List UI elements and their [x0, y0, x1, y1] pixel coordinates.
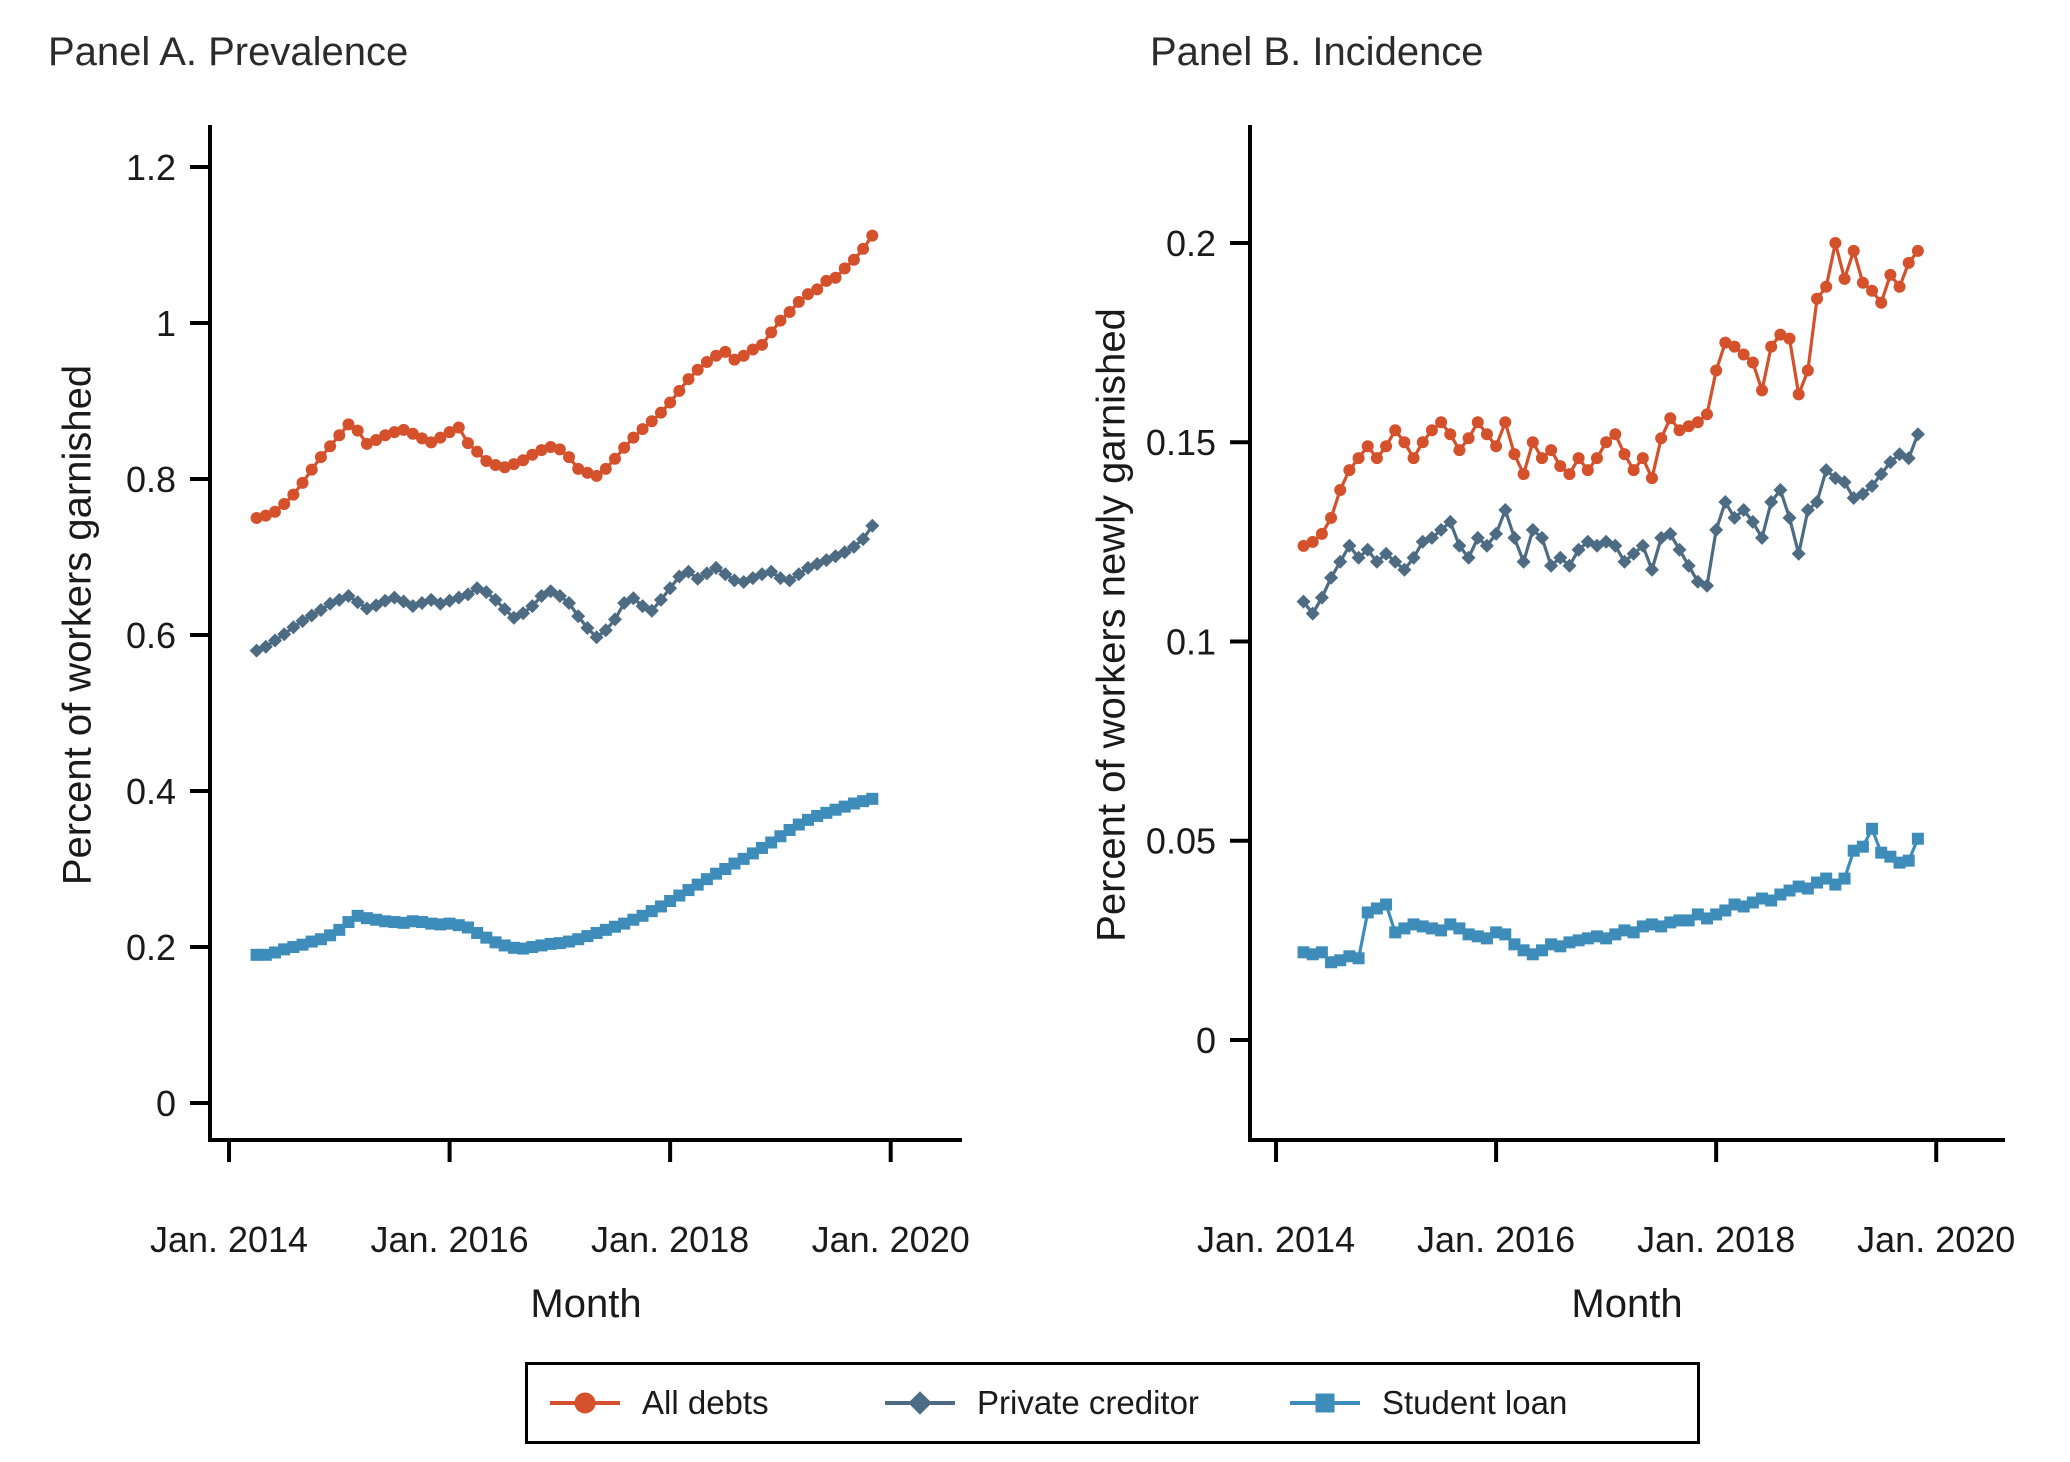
panel-b-x-tick-label: Jan. 2014	[1197, 1219, 1355, 1260]
panel-b-x-tick-label: Jan. 2016	[1417, 1219, 1575, 1260]
panel-a-x-tick-label: Jan. 2018	[591, 1219, 749, 1260]
panel-b-y-tick-label: 0.2	[1166, 223, 1216, 264]
panel-a-plot: 0 0.2 0.4 0.6 0.8 1 1.2 Jan. 2014 Jan. 2016 Jan. …	[126, 125, 970, 1260]
legend-entry-student-loan: Student loan	[1288, 1384, 1567, 1422]
legend-entry-private-creditor: Private creditor	[883, 1384, 1199, 1422]
panel-b-all-debts-markers	[1297, 236, 1924, 552]
panel-a-all-debts-markers	[250, 229, 879, 524]
panel-a-y-tick-label: 1	[156, 303, 176, 344]
panel-a-student-loan-line	[256, 797, 873, 957]
panel-b-plot: 0 0.05 0.1 0.15 0.2 Jan. 2014 Jan. 2016 Jan. 20…	[1146, 125, 2015, 1260]
panel-b-y-tick-label: 0.15	[1146, 422, 1216, 463]
panel-b-y-tick-label: 0.1	[1166, 621, 1216, 662]
panel-b-student-loan-markers	[1297, 822, 1924, 969]
panel-a-title: Panel A. Prevalence	[48, 30, 409, 74]
panel-b-private-creditor-markers	[1296, 427, 1925, 621]
panel-a-y-tick-label: 0	[156, 1083, 176, 1124]
panel-a-y-tick-label: 0.2	[126, 927, 176, 968]
panel-a-private-creditor-line	[255, 524, 874, 653]
legend: All debts Private creditor Student loan	[525, 1362, 1700, 1444]
legend-label-private-creditor: Private creditor	[977, 1384, 1199, 1421]
panel-a-y-tick-label: 1.2	[126, 147, 176, 188]
panel-a-x-tick-label: Jan. 2016	[371, 1219, 529, 1260]
legend-entry-all-debts: All debts	[548, 1384, 769, 1422]
student-loan-marker-icon	[1290, 1393, 1360, 1413]
panel-a-x-axis-title: Month	[530, 1282, 642, 1326]
panel-a-all-debts-line	[256, 234, 874, 520]
panel-a-private-creditor-markers	[249, 518, 880, 658]
panel-b-x-tick-label: Jan. 2018	[1637, 1219, 1795, 1260]
panel-b-title: Panel B. Incidence	[1150, 30, 1484, 74]
panel-b-x-tick-label: Jan. 2020	[1857, 1219, 2015, 1260]
all-debts-marker-icon	[550, 1392, 620, 1414]
panel-b-y-tick-label: 0.05	[1146, 821, 1216, 862]
panel-a-x-tick-label: Jan. 2014	[150, 1219, 308, 1260]
panel-b-y-tick-label: 0	[1196, 1020, 1216, 1061]
panel-a-x-tick-label: Jan. 2020	[812, 1219, 970, 1260]
panel-b-x-axis-title: Month	[1571, 1282, 1683, 1326]
panel-a-y-tick-label: 0.6	[126, 615, 176, 656]
private-creditor-marker-icon	[885, 1391, 955, 1415]
legend-label-all-debts: All debts	[642, 1384, 769, 1421]
panel-a-y-tick-label: 0.4	[126, 771, 176, 812]
legend-label-student-loan: Student loan	[1382, 1384, 1568, 1421]
panel-a-student-loan-markers	[250, 792, 879, 961]
panel-a-y-tick-label: 0.8	[126, 459, 176, 500]
panel-b-private-creditor-line	[1302, 433, 1920, 617]
